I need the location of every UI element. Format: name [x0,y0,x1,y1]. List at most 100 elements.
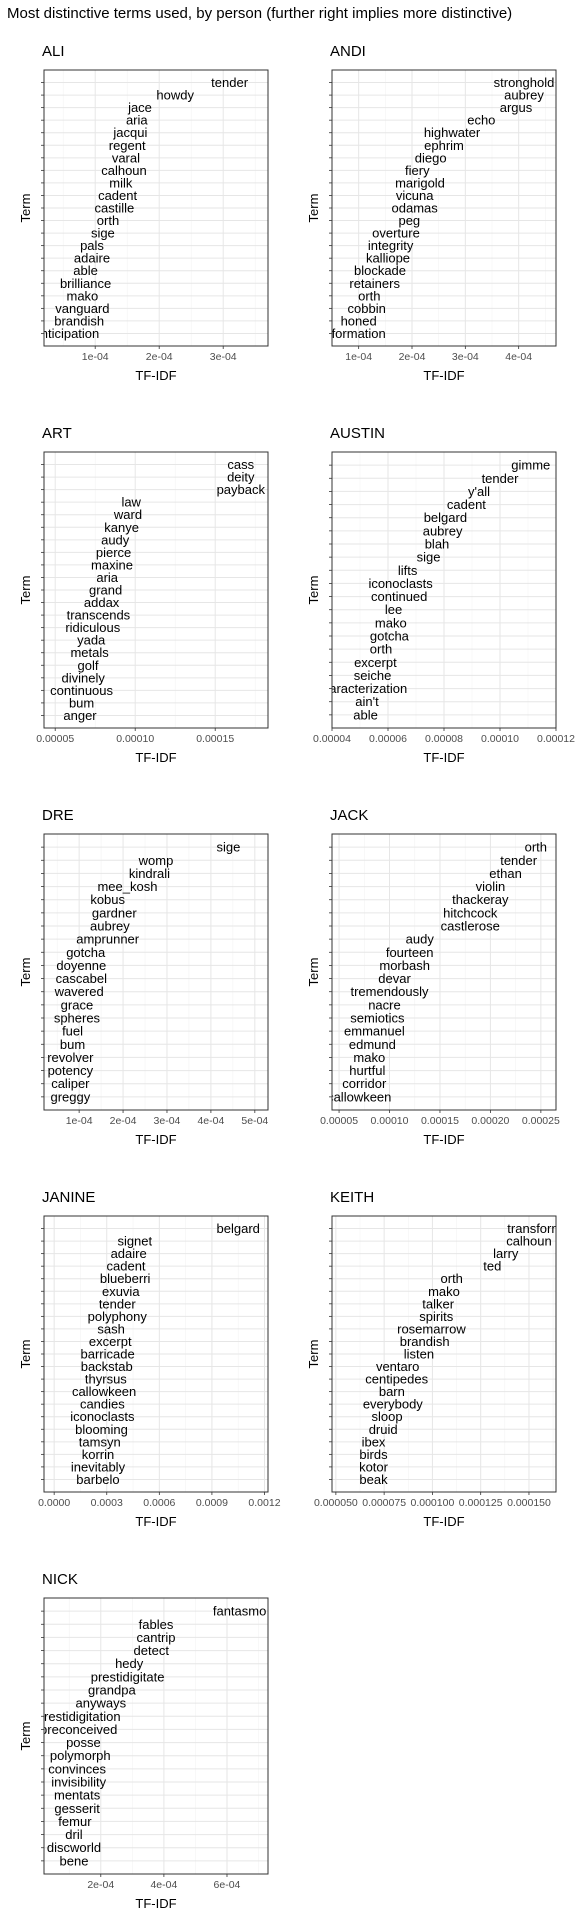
term-label: divinely [62,670,106,685]
term-label: callowkeen [327,1089,391,1104]
x-axis-title: TF-IDF [135,1132,176,1147]
term-label: doyenne [56,958,106,973]
x-tick-label: 3e-04 [210,351,237,363]
term-label: tender [482,471,520,486]
x-tick-label: 0.000150 [507,1497,551,1509]
x-tick-label: 3e-04 [154,1115,181,1127]
term-label: amprunner [76,932,140,947]
term-label: ted [483,1259,501,1274]
panel-title: KEITH [330,1189,374,1206]
term-label: audy [406,932,435,947]
term-label: sash [97,1321,124,1336]
term-label: ibex [362,1434,386,1449]
term-label: violin [476,879,506,894]
term-label: ridiculous [65,620,120,635]
term-label: tender [211,75,249,90]
term-label: castlerose [441,919,500,934]
x-axis-title: TF-IDF [135,368,176,383]
term-label: listen [404,1347,434,1362]
term-labels: orthtenderethanviolinthackerayhitchcockc… [327,840,547,1105]
term-label: kotor [359,1459,389,1474]
term-label: pals [80,238,104,253]
term-label: rosemarrow [397,1321,466,1336]
term-label: nacre [368,997,401,1012]
term-label: inevitably [71,1459,126,1474]
term-label: sige [91,226,115,241]
term-label: gardner [92,905,137,920]
term-label: cadent [447,497,486,512]
term-labels: gimmetendery'allcadentbelgardaubreyblahs… [332,458,550,723]
term-label: excerpt [354,655,397,670]
panel-border [43,451,269,729]
x-tick-label: 3e-04 [452,351,479,363]
term-label: tamsyn [79,1434,121,1449]
term-label: invisibility [51,1775,106,1790]
term-label: spirits [419,1309,453,1324]
term-label: talker [422,1296,454,1311]
term-label: aubrey [90,919,130,934]
x-tick-label: 0.00010 [481,733,519,745]
term-label: posse [66,1735,101,1750]
term-label: bene [60,1853,89,1868]
term-label: revolver [47,1050,94,1065]
x-tick-label: 0.0000 [38,1497,70,1509]
term-labels: fantasmofablescantripdetecthedyprestidig… [44,1604,266,1869]
panel-border [43,69,269,347]
term-label: thackeray [452,892,509,907]
term-label: blah [425,537,450,552]
x-tick-label: 0.00020 [471,1115,509,1127]
term-label: howdy [156,88,194,103]
term-label: barbelo [76,1472,119,1487]
term-label: womp [138,853,174,868]
plot-background [332,834,556,1110]
x-tick-label: 0.00006 [369,733,407,745]
term-label: ephrim [424,138,464,153]
x-tick-label: 0.000125 [459,1497,503,1509]
term-label: audy [101,532,130,547]
term-label: centipedes [365,1372,428,1387]
term-label: spheres [54,1011,101,1026]
x-tick-label: 1e-04 [66,1115,93,1127]
term-label: ethan [489,866,522,881]
x-tick-label: 0.00025 [522,1115,560,1127]
term-label: blockade [354,263,406,278]
term-label: able [353,707,378,722]
term-label: honed [341,313,377,328]
x-axis-title: TF-IDF [423,368,464,383]
term-label: golf [78,658,99,673]
term-label: echo [467,113,495,128]
y-axis-title: Term [306,1340,321,1369]
term-label: varal [112,150,140,165]
term-label: odamas [392,201,439,216]
panel-border [331,1215,557,1493]
term-label: jacqui [112,125,147,140]
term-label: lifts [398,563,418,578]
panel-art: ART 0.00005 0.00010 0.00015 cassdeitypayback… [18,425,269,765]
panel-title: ANDI [330,43,366,60]
term-label: birds [359,1447,388,1462]
x-tick-label: 5e-04 [241,1115,268,1127]
panel-border [43,1215,269,1493]
plot-background [44,1598,268,1874]
y-axis-title: Term [306,576,321,605]
term-label: sloop [371,1409,402,1424]
term-label: polyphony [88,1309,148,1324]
term-label: mee_kosh [97,879,157,894]
panel-title: ALI [42,43,65,60]
term-label: orth [441,1271,463,1286]
term-label: korrin [82,1447,115,1462]
x-axis-title: TF-IDF [135,1896,176,1911]
term-label: callowkeen [72,1384,136,1399]
term-label: convinces [48,1761,106,1776]
term-label: candies [80,1397,125,1412]
term-label: brandish [400,1334,450,1349]
term-label: tender [99,1296,137,1311]
term-label: anger [63,708,97,723]
term-label: barricade [81,1347,135,1362]
term-label: anyways [75,1696,126,1711]
term-label: kindrali [129,866,170,881]
term-label: ward [113,507,142,522]
panel-title: AUSTIN [330,425,385,442]
